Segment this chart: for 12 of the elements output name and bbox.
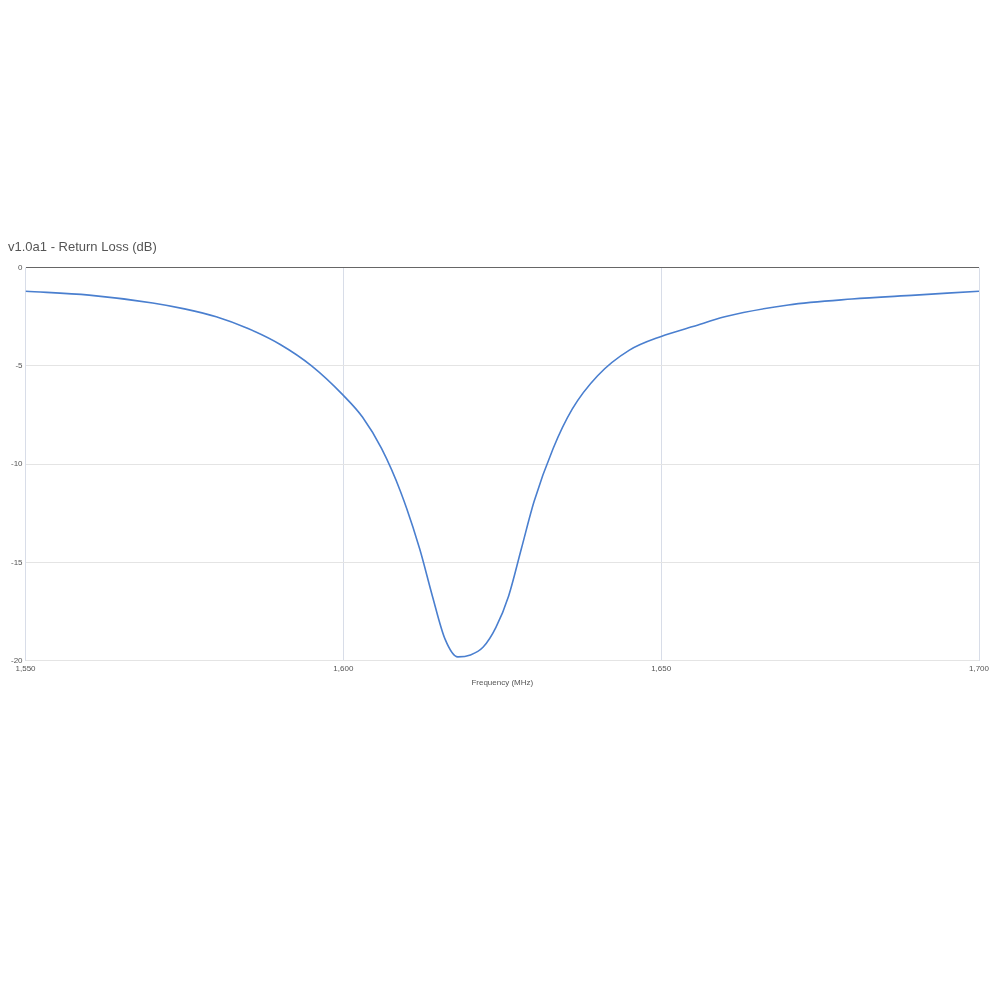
y-tick-label: -20: [11, 656, 24, 665]
line-series: [25, 290, 979, 658]
x-tick-label: 1,700: [968, 663, 990, 673]
chart-title: v1.0a1 - Return Loss (dB): [8, 239, 157, 255]
x-tick-label: 1,550: [15, 663, 37, 673]
y-tick-label: 0: [18, 262, 24, 272]
x-tick-label: 1,650: [651, 663, 672, 673]
x-axis-title: Frequency (MHz): [471, 678, 534, 688]
y-tick-label: -15: [11, 557, 24, 567]
x-tick-label: 1,600: [333, 663, 354, 673]
y-tick-label: -5: [15, 361, 24, 371]
y-tick-label: -10: [11, 459, 24, 469]
